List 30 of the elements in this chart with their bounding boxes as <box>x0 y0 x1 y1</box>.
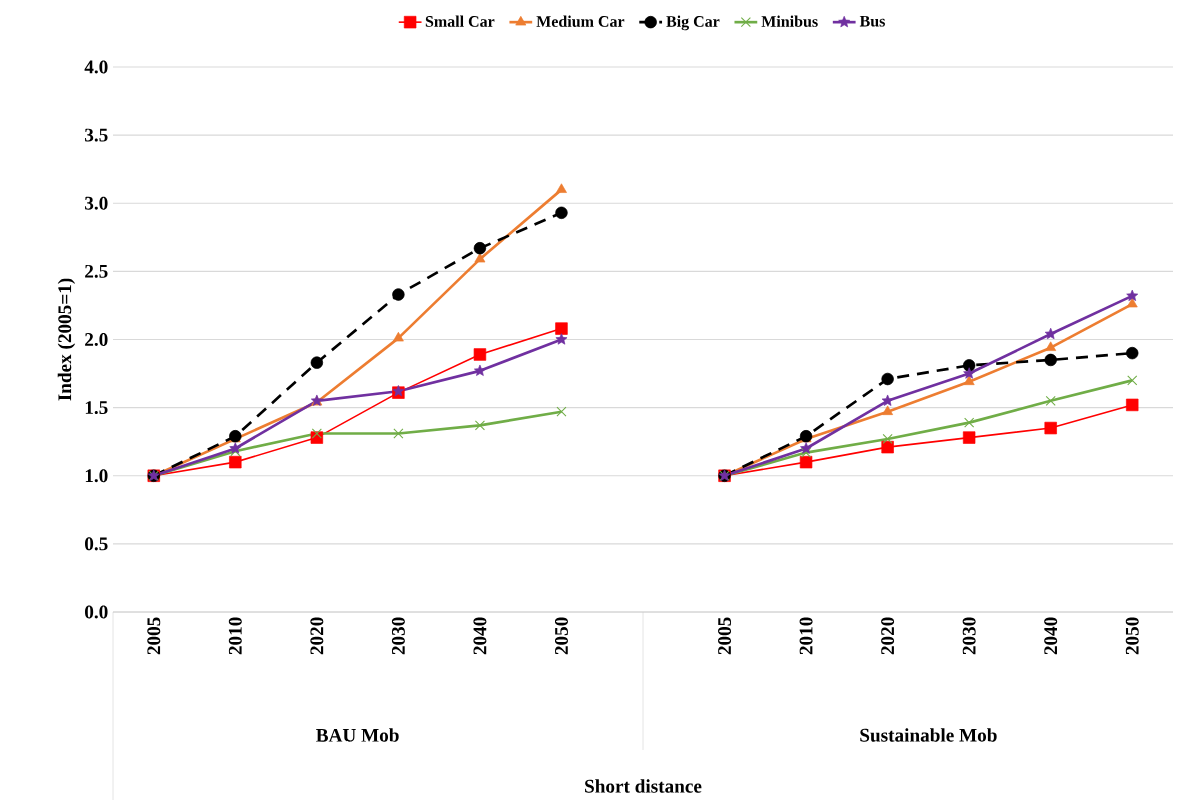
legend-label: Medium Car <box>536 15 625 27</box>
x-tick-label: 2030 <box>391 617 405 655</box>
x-tick-label: 2040 <box>1044 617 1058 655</box>
legend-label: Small Car <box>425 15 495 27</box>
text: Sustainable Mob <box>860 728 997 742</box>
y-tick-label: 2.0 <box>85 332 108 347</box>
x-tick-label: 2005 <box>718 617 732 655</box>
x-tick-label: 2020 <box>881 617 895 655</box>
y-tick-label: 1.5 <box>85 401 108 415</box>
legend-label: Minibus <box>761 15 818 27</box>
y-tick-label: 3.0 <box>85 196 108 210</box>
legend-label: Big Car <box>666 15 720 31</box>
y-axis-title: Index (2005=1) <box>57 278 76 401</box>
legend-label: Bus <box>859 15 885 27</box>
x-tick-label: 2040 <box>473 617 487 655</box>
x-tick-label: 2010 <box>228 617 242 655</box>
y-tick-label: 3.5 <box>85 128 108 142</box>
y-tick-label: 0.5 <box>85 537 108 551</box>
y-tick-label: 4.0 <box>84 60 108 74</box>
x-tick-label: 2050 <box>1125 617 1139 655</box>
y-tick-label: 0.0 <box>85 605 108 619</box>
text: BAU Mob <box>316 728 399 742</box>
x-tick-label: 2030 <box>962 617 976 655</box>
x-tick-label: 2050 <box>554 617 568 655</box>
x-tick-label: 2005 <box>147 617 161 655</box>
y-tick-label: 2.5 <box>85 264 108 278</box>
x-tick-label: 2020 <box>310 617 324 655</box>
y-tick-label: 1.0 <box>85 469 108 483</box>
x-tick-label: 2010 <box>799 617 813 655</box>
text: Short distance <box>585 779 702 793</box>
